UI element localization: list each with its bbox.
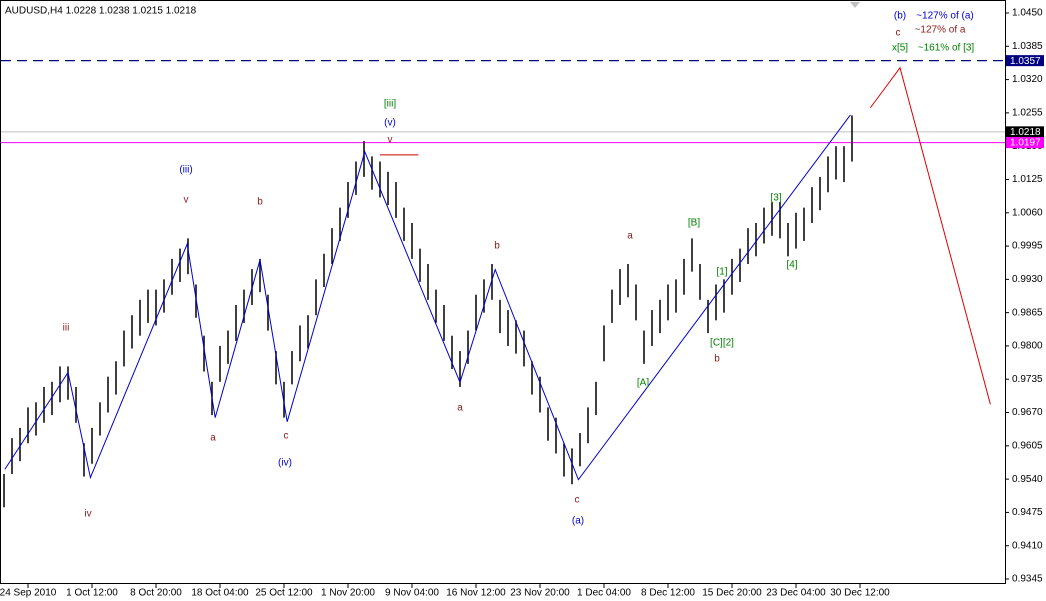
y-tick-label: 1.0450 bbox=[1012, 8, 1043, 19]
x-tick-label: 18 Oct 04:00 bbox=[191, 588, 249, 599]
wave-label: [A] bbox=[637, 378, 649, 389]
x-tick-label: 1 Nov 20:00 bbox=[321, 588, 375, 599]
wave-label: b bbox=[494, 241, 500, 252]
x-tick-label: 30 Dec 12:00 bbox=[830, 588, 890, 599]
wave-label: v bbox=[184, 195, 189, 206]
wave-label: iv bbox=[84, 509, 91, 520]
wave-label: (b) bbox=[894, 11, 906, 22]
y-tick-label: 0.9800 bbox=[1012, 341, 1043, 352]
wave-label: [B] bbox=[688, 218, 700, 229]
wave-label: [3] bbox=[770, 193, 781, 204]
x-tick-label: 9 Nov 04:00 bbox=[385, 588, 439, 599]
wave-label: (iii) bbox=[179, 165, 192, 176]
plot-frame bbox=[0, 0, 1006, 584]
y-tick-label: 0.9540 bbox=[1012, 474, 1043, 485]
wave-label: a bbox=[627, 231, 633, 242]
x-tick-label: 25 Oct 12:00 bbox=[255, 588, 313, 599]
wave-label: b bbox=[257, 197, 263, 208]
y-tick-label: 0.9475 bbox=[1012, 507, 1043, 518]
x-tick-label: 1 Oct 12:00 bbox=[66, 588, 118, 599]
y-tick-label: 1.0320 bbox=[1012, 74, 1043, 85]
x-tick-label: 24 Sep 2010 bbox=[0, 588, 57, 599]
y-tick-label: 0.9605 bbox=[1012, 440, 1043, 451]
wave-label: [1] bbox=[716, 267, 727, 278]
wave-label: ~161% of [3] bbox=[918, 43, 975, 54]
price-tag bbox=[1006, 126, 1044, 138]
wave-label: iii bbox=[63, 323, 70, 334]
wave-label: a bbox=[457, 403, 463, 414]
x-tick-label: 23 Dec 04:00 bbox=[766, 588, 826, 599]
wave-label: [4] bbox=[786, 260, 797, 271]
scroll-marker bbox=[850, 2, 860, 8]
wave-label: [C][2] bbox=[710, 338, 734, 349]
wave-label: ~127% of a bbox=[915, 25, 966, 36]
wave-label: x[5] bbox=[892, 43, 908, 54]
x-tick-label: 16 Nov 12:00 bbox=[446, 588, 506, 599]
wave-label: (v) bbox=[384, 118, 396, 129]
y-tick-label: 0.9995 bbox=[1012, 241, 1043, 252]
x-tick-label: 8 Oct 20:00 bbox=[130, 588, 182, 599]
y-tick-label: 0.9865 bbox=[1012, 307, 1043, 318]
price-tag-label: 1.0218 bbox=[1010, 127, 1041, 138]
price-tag bbox=[1006, 137, 1044, 149]
y-tick-label: 1.0385 bbox=[1012, 41, 1043, 52]
wave-label: ~127% of (a) bbox=[916, 11, 974, 22]
x-tick-label: 15 Dec 20:00 bbox=[702, 588, 762, 599]
y-tick-label: 0.9670 bbox=[1012, 407, 1043, 418]
wave-label: v bbox=[388, 135, 393, 146]
y-tick-label: 0.9410 bbox=[1012, 540, 1043, 551]
y-tick-label: 0.9345 bbox=[1012, 574, 1043, 585]
wave-label: a bbox=[210, 433, 216, 444]
wave-label: c bbox=[284, 431, 289, 442]
wave-label: (iv) bbox=[278, 458, 292, 469]
price-tag-label: 1.0357 bbox=[1010, 56, 1041, 67]
y-tick-label: 1.0255 bbox=[1012, 108, 1043, 119]
x-tick-label: 1 Dec 04:00 bbox=[577, 588, 631, 599]
price-tag-label: 1.0197 bbox=[1010, 138, 1041, 149]
x-tick-label: 8 Dec 12:00 bbox=[641, 588, 695, 599]
y-tick-label: 0.9930 bbox=[1012, 274, 1043, 285]
wave-label: b bbox=[714, 354, 720, 365]
y-tick-label: 1.0060 bbox=[1012, 207, 1043, 218]
wave-label: c bbox=[575, 495, 580, 506]
wave-line bbox=[869, 66, 991, 405]
wave-label: (a) bbox=[572, 516, 584, 527]
chart-header: AUDUSD,H4 1.0228 1.0238 1.0215 1.0218 bbox=[5, 6, 197, 17]
y-tick-label: 0.9735 bbox=[1012, 374, 1043, 385]
price-tag bbox=[1006, 55, 1044, 67]
y-tick-label: 1.0125 bbox=[1012, 174, 1043, 185]
wave-label: c bbox=[896, 28, 901, 39]
wave-line bbox=[4, 114, 851, 481]
x-tick-label: 23 Nov 20:00 bbox=[510, 588, 570, 599]
wave-label: [iii] bbox=[384, 99, 396, 110]
